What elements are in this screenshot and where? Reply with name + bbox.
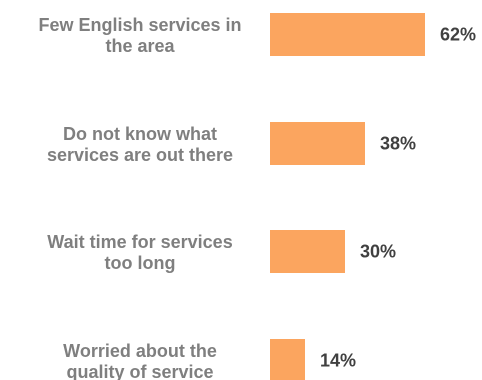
bar-1 — [270, 13, 425, 56]
category-label-2-line-2: services are out there — [47, 145, 233, 165]
bar-3 — [270, 230, 345, 273]
value-label-2: 38% — [380, 134, 416, 154]
category-label-2-line-1: Do not know what — [63, 124, 217, 144]
value-label-3: 30% — [360, 242, 396, 262]
category-label-3-line-2: too long — [105, 253, 176, 273]
bar-2 — [270, 122, 365, 165]
bar-4 — [270, 339, 305, 380]
category-label-4-line-1: Worried about the — [63, 341, 217, 361]
value-label-1: 62% — [440, 25, 476, 45]
category-label-1-line-2: the area — [105, 36, 175, 56]
category-label-3-line-1: Wait time for services — [47, 232, 232, 252]
category-label-4-line-2: quality of service — [66, 362, 213, 380]
category-label-1-line-1: Few English services in — [38, 15, 241, 35]
value-label-4: 14% — [320, 351, 356, 371]
